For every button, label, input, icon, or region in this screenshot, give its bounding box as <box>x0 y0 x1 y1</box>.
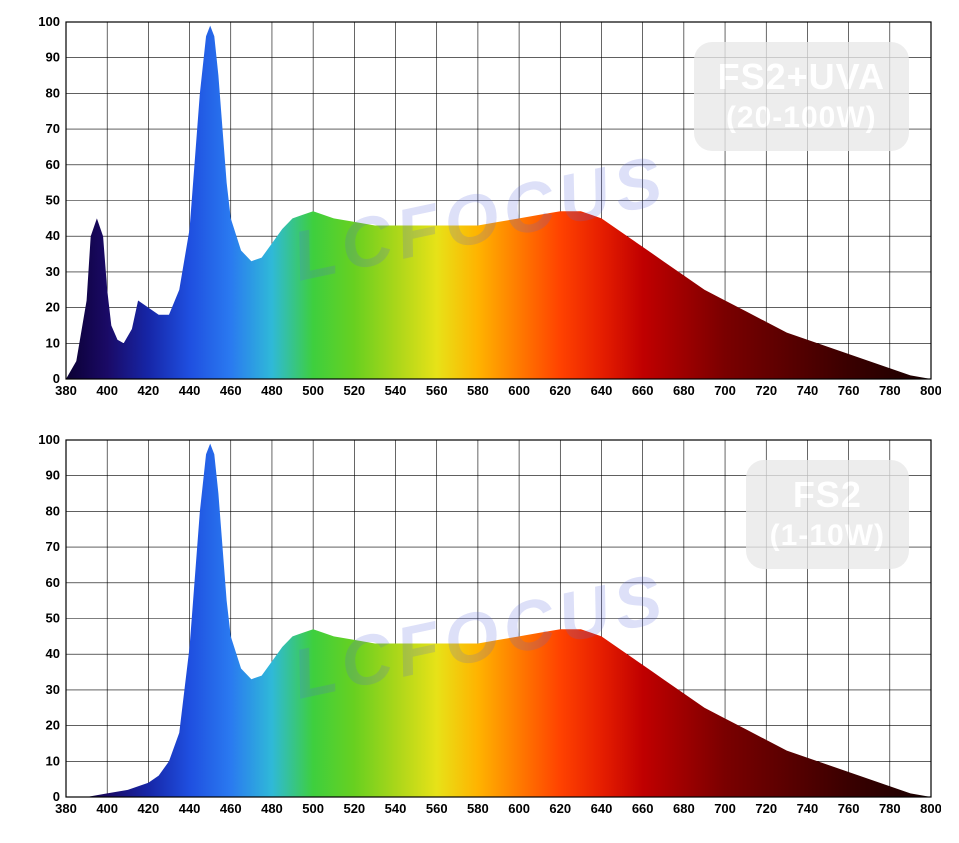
badge-subtitle: (20-100W) <box>718 99 885 137</box>
y-tick-label: 20 <box>46 300 60 315</box>
x-tick-label: 520 <box>343 801 365 816</box>
y-tick-label: 70 <box>46 121 60 136</box>
x-tick-label: 700 <box>714 801 736 816</box>
x-tick-label: 760 <box>838 383 860 398</box>
y-tick-label: 100 <box>38 14 60 29</box>
y-tick-label: 40 <box>46 228 60 243</box>
y-tick-label: 30 <box>46 264 60 279</box>
y-tick-label: 70 <box>46 539 60 554</box>
y-tick-label: 60 <box>46 157 60 172</box>
x-tick-label: 400 <box>96 801 118 816</box>
y-tick-label: 90 <box>46 50 60 65</box>
y-tick-label: 80 <box>46 503 60 518</box>
page-root: 3804004204404604805005205405605806006206… <box>0 0 959 843</box>
x-tick-label: 780 <box>879 801 901 816</box>
x-tick-label: 680 <box>673 383 695 398</box>
y-tick-label: 0 <box>53 371 60 386</box>
x-tick-label: 480 <box>261 801 283 816</box>
x-tick-label: 580 <box>467 801 489 816</box>
x-tick-label: 660 <box>632 801 654 816</box>
x-tick-label: 620 <box>549 383 571 398</box>
spectrum-chart-bottom: 3804004204404604805005205405605806006206… <box>18 430 941 825</box>
x-tick-label: 420 <box>138 383 160 398</box>
x-tick-label: 400 <box>96 383 118 398</box>
y-tick-label: 10 <box>46 753 60 768</box>
x-tick-label: 720 <box>755 383 777 398</box>
x-tick-label: 800 <box>920 801 941 816</box>
x-tick-label: 600 <box>508 383 530 398</box>
x-tick-label: 620 <box>549 801 571 816</box>
x-tick-label: 560 <box>426 383 448 398</box>
x-tick-label: 480 <box>261 383 283 398</box>
y-tick-label: 50 <box>46 611 60 626</box>
y-tick-label: 80 <box>46 85 60 100</box>
x-tick-label: 540 <box>385 801 407 816</box>
x-tick-label: 740 <box>797 383 819 398</box>
y-tick-label: 40 <box>46 646 60 661</box>
x-tick-label: 660 <box>632 383 654 398</box>
y-tick-label: 100 <box>38 432 60 447</box>
x-tick-label: 600 <box>508 801 530 816</box>
x-tick-label: 440 <box>179 383 201 398</box>
badge-title: FS2+UVA <box>718 54 885 99</box>
x-tick-label: 580 <box>467 383 489 398</box>
x-tick-label: 500 <box>302 383 324 398</box>
y-tick-label: 10 <box>46 335 60 350</box>
chart-badge-bottom: FS2 (1-10W) <box>746 460 909 569</box>
x-tick-label: 560 <box>426 801 448 816</box>
x-tick-label: 500 <box>302 801 324 816</box>
x-tick-label: 420 <box>138 801 160 816</box>
x-tick-label: 520 <box>343 383 365 398</box>
x-tick-label: 740 <box>797 801 819 816</box>
x-tick-label: 460 <box>220 383 242 398</box>
x-tick-label: 780 <box>879 383 901 398</box>
y-tick-label: 0 <box>53 789 60 804</box>
spectrum-chart-top: 3804004204404604805005205405605806006206… <box>18 12 941 407</box>
x-tick-label: 540 <box>385 383 407 398</box>
y-tick-label: 50 <box>46 193 60 208</box>
x-tick-label: 700 <box>714 383 736 398</box>
y-tick-label: 90 <box>46 468 60 483</box>
x-tick-label: 720 <box>755 801 777 816</box>
y-tick-label: 60 <box>46 575 60 590</box>
x-tick-label: 460 <box>220 801 242 816</box>
x-tick-label: 440 <box>179 801 201 816</box>
chart-badge-top: FS2+UVA (20-100W) <box>694 42 909 151</box>
y-tick-label: 30 <box>46 682 60 697</box>
x-tick-label: 640 <box>591 801 613 816</box>
x-tick-label: 680 <box>673 801 695 816</box>
x-tick-label: 640 <box>591 383 613 398</box>
x-tick-label: 760 <box>838 801 860 816</box>
y-tick-label: 20 <box>46 718 60 733</box>
badge-subtitle: (1-10W) <box>770 517 885 555</box>
x-tick-label: 800 <box>920 383 941 398</box>
badge-title: FS2 <box>770 472 885 517</box>
